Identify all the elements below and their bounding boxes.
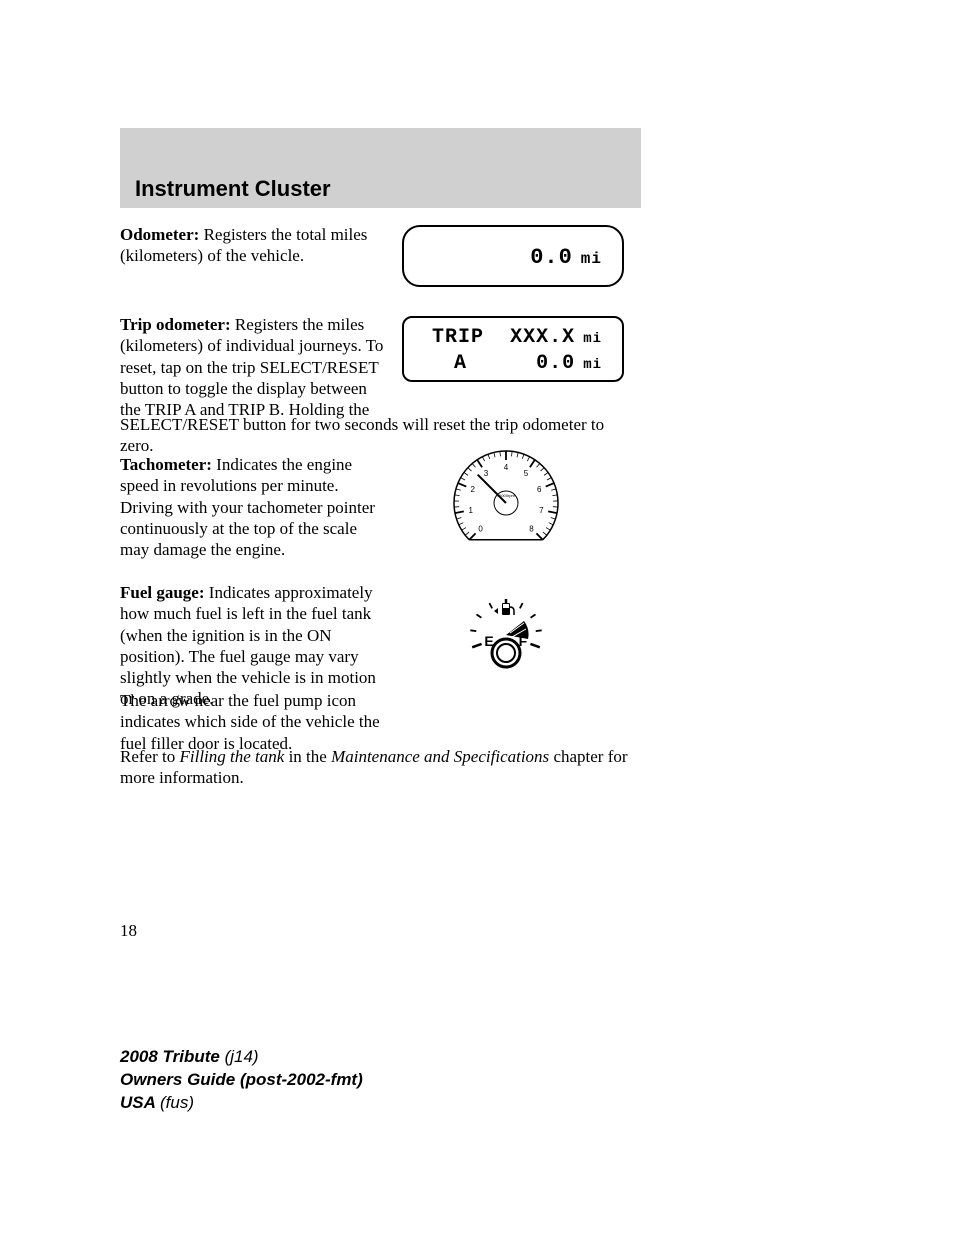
- fuel-text-3c: in the: [284, 747, 331, 766]
- trip-paragraph-2: SELECT/RESET button for two seconds will…: [120, 414, 640, 457]
- page-number: 18: [120, 921, 137, 941]
- trip-display: TRIP A XXX.X mi 0.0 mi: [402, 316, 624, 382]
- odometer-label: Odometer:: [120, 225, 199, 244]
- trip-row1-value: XXX.X: [510, 326, 575, 349]
- fuel-text-3b: Filling the tank: [179, 747, 284, 766]
- footer-l3a: USA: [120, 1093, 160, 1112]
- svg-text:8: 8: [529, 524, 534, 533]
- footer-l3b: (fus): [160, 1093, 194, 1112]
- fuel-text-2: The arrow near the fuel pump icon indica…: [120, 691, 380, 753]
- odometer-paragraph: Odometer: Registers the total miles (kil…: [120, 224, 380, 267]
- svg-text:6: 6: [537, 485, 542, 494]
- odometer-display: 0.0 mi: [402, 225, 624, 287]
- svg-text:3: 3: [484, 469, 489, 478]
- trip-label: Trip odometer:: [120, 315, 231, 334]
- fuel-text-3d: Maintenance and Specifications: [331, 747, 549, 766]
- svg-text:2: 2: [471, 485, 476, 494]
- fuel-paragraph-2: The arrow near the fuel pump icon indica…: [120, 690, 390, 754]
- footer-l1b: (j14): [225, 1047, 259, 1066]
- tacho-label: Tachometer:: [120, 455, 212, 474]
- trip-paragraph-1: Trip odometer: Registers the miles (kilo…: [120, 314, 390, 420]
- footer-line-1: 2008 Tribute (j14): [120, 1046, 363, 1069]
- footer-line-2: Owners Guide (post-2002-fmt): [120, 1069, 363, 1092]
- trip-row2-unit: mi: [583, 357, 602, 373]
- fuel-text-3a: Refer to: [120, 747, 179, 766]
- svg-text:x1000rpm: x1000rpm: [497, 493, 515, 498]
- footer: 2008 Tribute (j14) Owners Guide (post-20…: [120, 1046, 363, 1115]
- odometer-unit: mi: [581, 250, 602, 268]
- trip-label-top: TRIP: [432, 326, 484, 349]
- footer-l1a: 2008 Tribute: [120, 1047, 225, 1066]
- page: Instrument Cluster Odometer: Registers t…: [0, 0, 954, 1235]
- fuel-label: Fuel gauge:: [120, 583, 205, 602]
- fuel-paragraph-3: Refer to Filling the tank in the Mainten…: [120, 746, 640, 789]
- svg-text:7: 7: [539, 506, 544, 515]
- svg-text:5: 5: [524, 469, 529, 478]
- footer-line-3: USA (fus): [120, 1092, 363, 1115]
- trip-label-bottom: A: [454, 352, 467, 375]
- fuel-gauge-icon: EF: [462, 585, 550, 673]
- trip-row1-unit: mi: [583, 331, 602, 347]
- tachometer-icon: 01 23 4 56 78 x1000rpm: [452, 449, 560, 557]
- svg-text:1: 1: [468, 506, 473, 515]
- tacho-paragraph: Tachometer: Indicates the engine speed i…: [120, 454, 390, 560]
- svg-text:4: 4: [504, 463, 509, 472]
- trip-row2-value: 0.0: [536, 352, 575, 375]
- header-title: Instrument Cluster: [135, 176, 331, 202]
- svg-text:0: 0: [478, 524, 483, 533]
- odometer-value: 0.0: [530, 245, 573, 270]
